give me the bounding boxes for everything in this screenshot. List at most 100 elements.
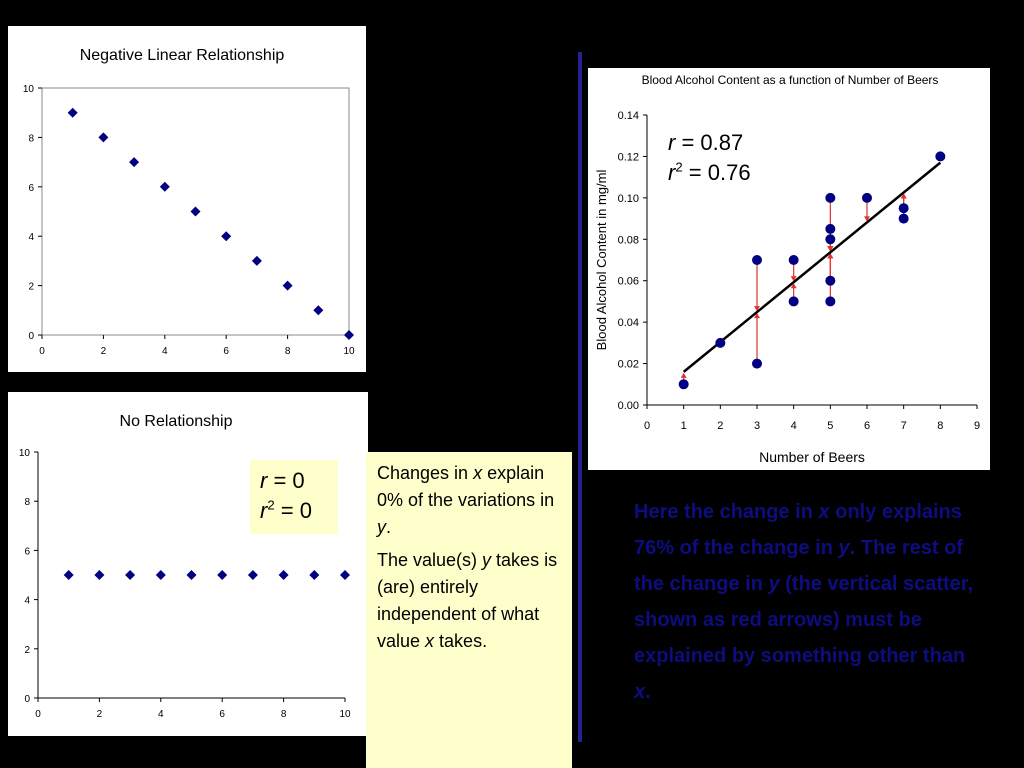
- y-tick-label: 8: [28, 133, 34, 144]
- data-point: [825, 234, 836, 245]
- chart-title: Blood Alcohol Content as a function of N…: [642, 73, 939, 87]
- x-tick-label: 2: [97, 709, 103, 720]
- data-point: [186, 570, 197, 580]
- vertical-divider: [578, 52, 582, 742]
- x-tick-label: 9: [974, 420, 980, 432]
- r2-value: = 0.76: [688, 160, 751, 185]
- data-point: [221, 231, 232, 242]
- note-paragraph-1: Changes in x explain 0% of the variation…: [377, 463, 555, 537]
- r-label: r: [668, 130, 676, 155]
- regression-line: [682, 161, 942, 373]
- no-relationship-chart: No Relationship 0 2 4 6 8 10 0 2 4 6 8 10: [8, 392, 368, 736]
- data-point: [825, 275, 836, 286]
- data-point: [752, 358, 762, 369]
- y-tick-label: 4: [24, 596, 30, 607]
- y-tick-label: 6: [24, 546, 30, 557]
- x-tick-label: 10: [343, 346, 355, 357]
- y-tick-label: 6: [28, 183, 34, 194]
- residual-arrowhead: [680, 372, 687, 378]
- residual-arrowhead: [754, 306, 760, 312]
- x-tick-label: 6: [223, 346, 229, 357]
- x-tick-label: 4: [162, 346, 168, 357]
- x-tick-label: 7: [901, 420, 907, 432]
- bac-explanation-text: Here the change in x only explains 76% o…: [634, 501, 974, 703]
- data-point: [788, 255, 799, 265]
- x-tick-label: 8: [937, 420, 943, 432]
- data-point: [825, 192, 836, 203]
- x-tick-label: 0: [644, 420, 650, 432]
- data-point: [159, 181, 170, 192]
- residual-arrowhead: [827, 246, 834, 252]
- data-point: [282, 280, 293, 291]
- x-tick-label: 8: [281, 709, 287, 720]
- chart-title: Negative Linear Relationship: [80, 47, 285, 64]
- y-tick-label: 0.02: [618, 359, 639, 371]
- x-tick-label: 5: [827, 420, 833, 432]
- y-axis-label: Blood Alcohol Content in mg/ml: [594, 170, 609, 351]
- x-tick-label: 6: [219, 709, 225, 720]
- blood-alcohol-chart: Blood Alcohol Content as a function of N…: [588, 68, 990, 470]
- r2-label: r: [668, 160, 676, 185]
- chart-title: No Relationship: [120, 413, 233, 430]
- data-point: [788, 296, 799, 307]
- r-value: = 0.87: [681, 130, 744, 155]
- data-point: [278, 570, 289, 580]
- data-point: [340, 570, 350, 580]
- y-tick-label: 0.04: [618, 317, 639, 329]
- y-tick-label: 0: [24, 694, 30, 705]
- x-tick-label: 2: [101, 346, 107, 357]
- residual-arrowhead: [900, 193, 907, 199]
- data-point: [155, 570, 166, 580]
- y-tick-label: 8: [24, 497, 30, 508]
- x-tick-label: 3: [754, 420, 760, 432]
- data-point: [125, 570, 136, 580]
- r2-exponent: 2: [675, 159, 683, 175]
- data-point: [217, 570, 228, 580]
- r2-label: r: [260, 498, 268, 523]
- y-tick-label: 2: [24, 645, 30, 656]
- y-tick-label: 0.08: [618, 234, 639, 246]
- data-point: [190, 206, 201, 217]
- residual-arrowhead: [790, 283, 797, 289]
- x-tick-label: 4: [158, 709, 164, 720]
- data-point: [98, 132, 109, 143]
- y-tick-label: 2: [28, 282, 34, 293]
- no-relationship-stats: r = 0 r2 = 0: [250, 460, 338, 534]
- data-point: [309, 570, 320, 580]
- data-point: [825, 296, 836, 307]
- x-axis-label: Number of Beers: [759, 449, 865, 465]
- y-tick-label: 10: [23, 84, 35, 95]
- plot-area-border: [41, 87, 350, 336]
- y-tick-label: 0.06: [618, 276, 639, 288]
- r2-exponent: 2: [267, 497, 275, 513]
- y-tick-label: 10: [19, 448, 31, 459]
- residual-arrowhead: [754, 313, 760, 319]
- note-paragraph-2: The value(s) y takes is (are) entirely i…: [377, 550, 558, 651]
- negative-linear-chart: Negative Linear Relationship 0 2 4 6 8 10 0 2 4 6 8…: [8, 26, 366, 372]
- y-tick-label: 0.10: [618, 193, 639, 205]
- data-point: [862, 192, 872, 203]
- x-tick-label: 1: [681, 420, 687, 432]
- data-point: [935, 151, 946, 162]
- explanation-note-box: Changes in x explain 0% of the variation…: [366, 452, 572, 768]
- y-tick-label: 0.14: [618, 110, 639, 122]
- y-tick-label: 0: [28, 331, 34, 342]
- bac-stats: r = 0.87 r2 = 0.76: [668, 128, 798, 194]
- data-point: [898, 203, 909, 214]
- data-point: [94, 570, 105, 580]
- data-point: [678, 379, 689, 390]
- x-tick-label: 2: [717, 420, 723, 432]
- x-tick-label: 0: [35, 709, 41, 720]
- r2-value: = 0: [280, 498, 312, 523]
- data-point: [752, 255, 762, 265]
- data-point: [251, 255, 262, 266]
- x-tick-label: 4: [791, 420, 797, 432]
- x-tick-label: 8: [285, 346, 291, 357]
- data-point: [313, 305, 324, 316]
- x-tick-label: 10: [339, 709, 351, 720]
- data-point: [63, 570, 74, 580]
- r-label: r: [260, 468, 268, 493]
- data-point: [344, 330, 354, 340]
- r-value: = 0: [273, 468, 305, 493]
- x-tick-label: 0: [39, 346, 45, 357]
